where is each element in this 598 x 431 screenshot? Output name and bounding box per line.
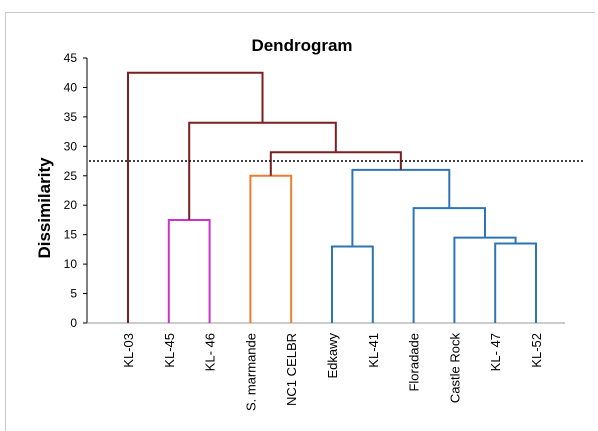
chart-title: Dendrogram	[251, 36, 352, 55]
x-tick-label: KL-45	[162, 333, 177, 368]
x-tick-label: KL-03	[121, 333, 136, 368]
chart-frame	[5, 12, 595, 431]
y-tick-label: 0	[70, 316, 77, 330]
dendrogram-link	[249, 174, 293, 323]
x-tick-label: Castle Rock	[447, 333, 462, 404]
dendrogram-link	[494, 242, 537, 323]
dendrogram-link	[331, 245, 374, 323]
x-tick-label: Floradade	[407, 333, 422, 392]
y-tick-label: 45	[64, 51, 78, 65]
y-axis-label: Dissimilarity	[35, 157, 54, 259]
x-tick-labels: KL-03 KL-45 KL- 46 S. marmande NC1 CELBR Edka…	[121, 333, 544, 412]
y-tick-label: 40	[64, 80, 78, 94]
y-tick-label: 5	[70, 287, 77, 301]
dendrogram-link	[127, 71, 264, 323]
dendrogram-link	[412, 207, 486, 323]
dendrogram-link	[269, 151, 402, 176]
dendrogram-link	[351, 168, 451, 247]
y-tick-label: 35	[64, 110, 78, 124]
y-tick-label: 10	[64, 257, 78, 271]
x-tick-label: KL-52	[529, 333, 544, 368]
x-tick-label: S. marmande	[243, 333, 258, 411]
dendrogram-link	[453, 236, 517, 323]
x-tick-label: KL-41	[366, 333, 381, 368]
y-tick-label: 25	[64, 169, 78, 183]
x-tick-label: NC1 CELBR	[284, 333, 299, 406]
y-tick-label: 15	[64, 228, 78, 242]
dendrogram-link	[167, 218, 211, 323]
y-tick-label: 20	[64, 198, 78, 212]
dendrogram-link	[188, 121, 337, 220]
x-tick-label: KL- 46	[203, 333, 218, 371]
axes-group: 0 5 10 15 20 25 30 35 40 45	[64, 51, 565, 330]
x-tick-label: Edkawy	[325, 333, 340, 379]
dendrogram-links	[127, 71, 537, 323]
y-tick-label: 30	[64, 139, 78, 153]
x-tick-label: KL- 47	[488, 333, 503, 371]
